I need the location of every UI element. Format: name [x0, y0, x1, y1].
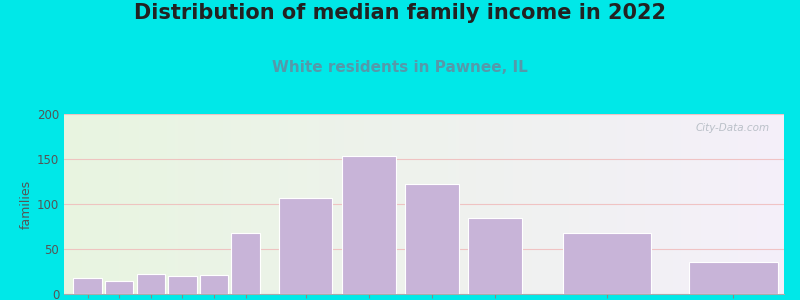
Bar: [168, 276, 197, 294]
Y-axis label: families: families: [20, 179, 33, 229]
Bar: [468, 218, 522, 294]
Bar: [105, 280, 134, 294]
Bar: [74, 278, 102, 294]
Bar: [690, 262, 778, 294]
Bar: [405, 184, 458, 294]
Bar: [278, 198, 333, 294]
Bar: [200, 275, 228, 294]
Bar: [342, 156, 395, 294]
Text: City-Data.com: City-Data.com: [695, 123, 770, 133]
Bar: [137, 274, 165, 294]
Text: White residents in Pawnee, IL: White residents in Pawnee, IL: [272, 60, 528, 75]
Text: Distribution of median family income in 2022: Distribution of median family income in …: [134, 3, 666, 23]
Bar: [231, 233, 260, 294]
Bar: [563, 233, 651, 294]
